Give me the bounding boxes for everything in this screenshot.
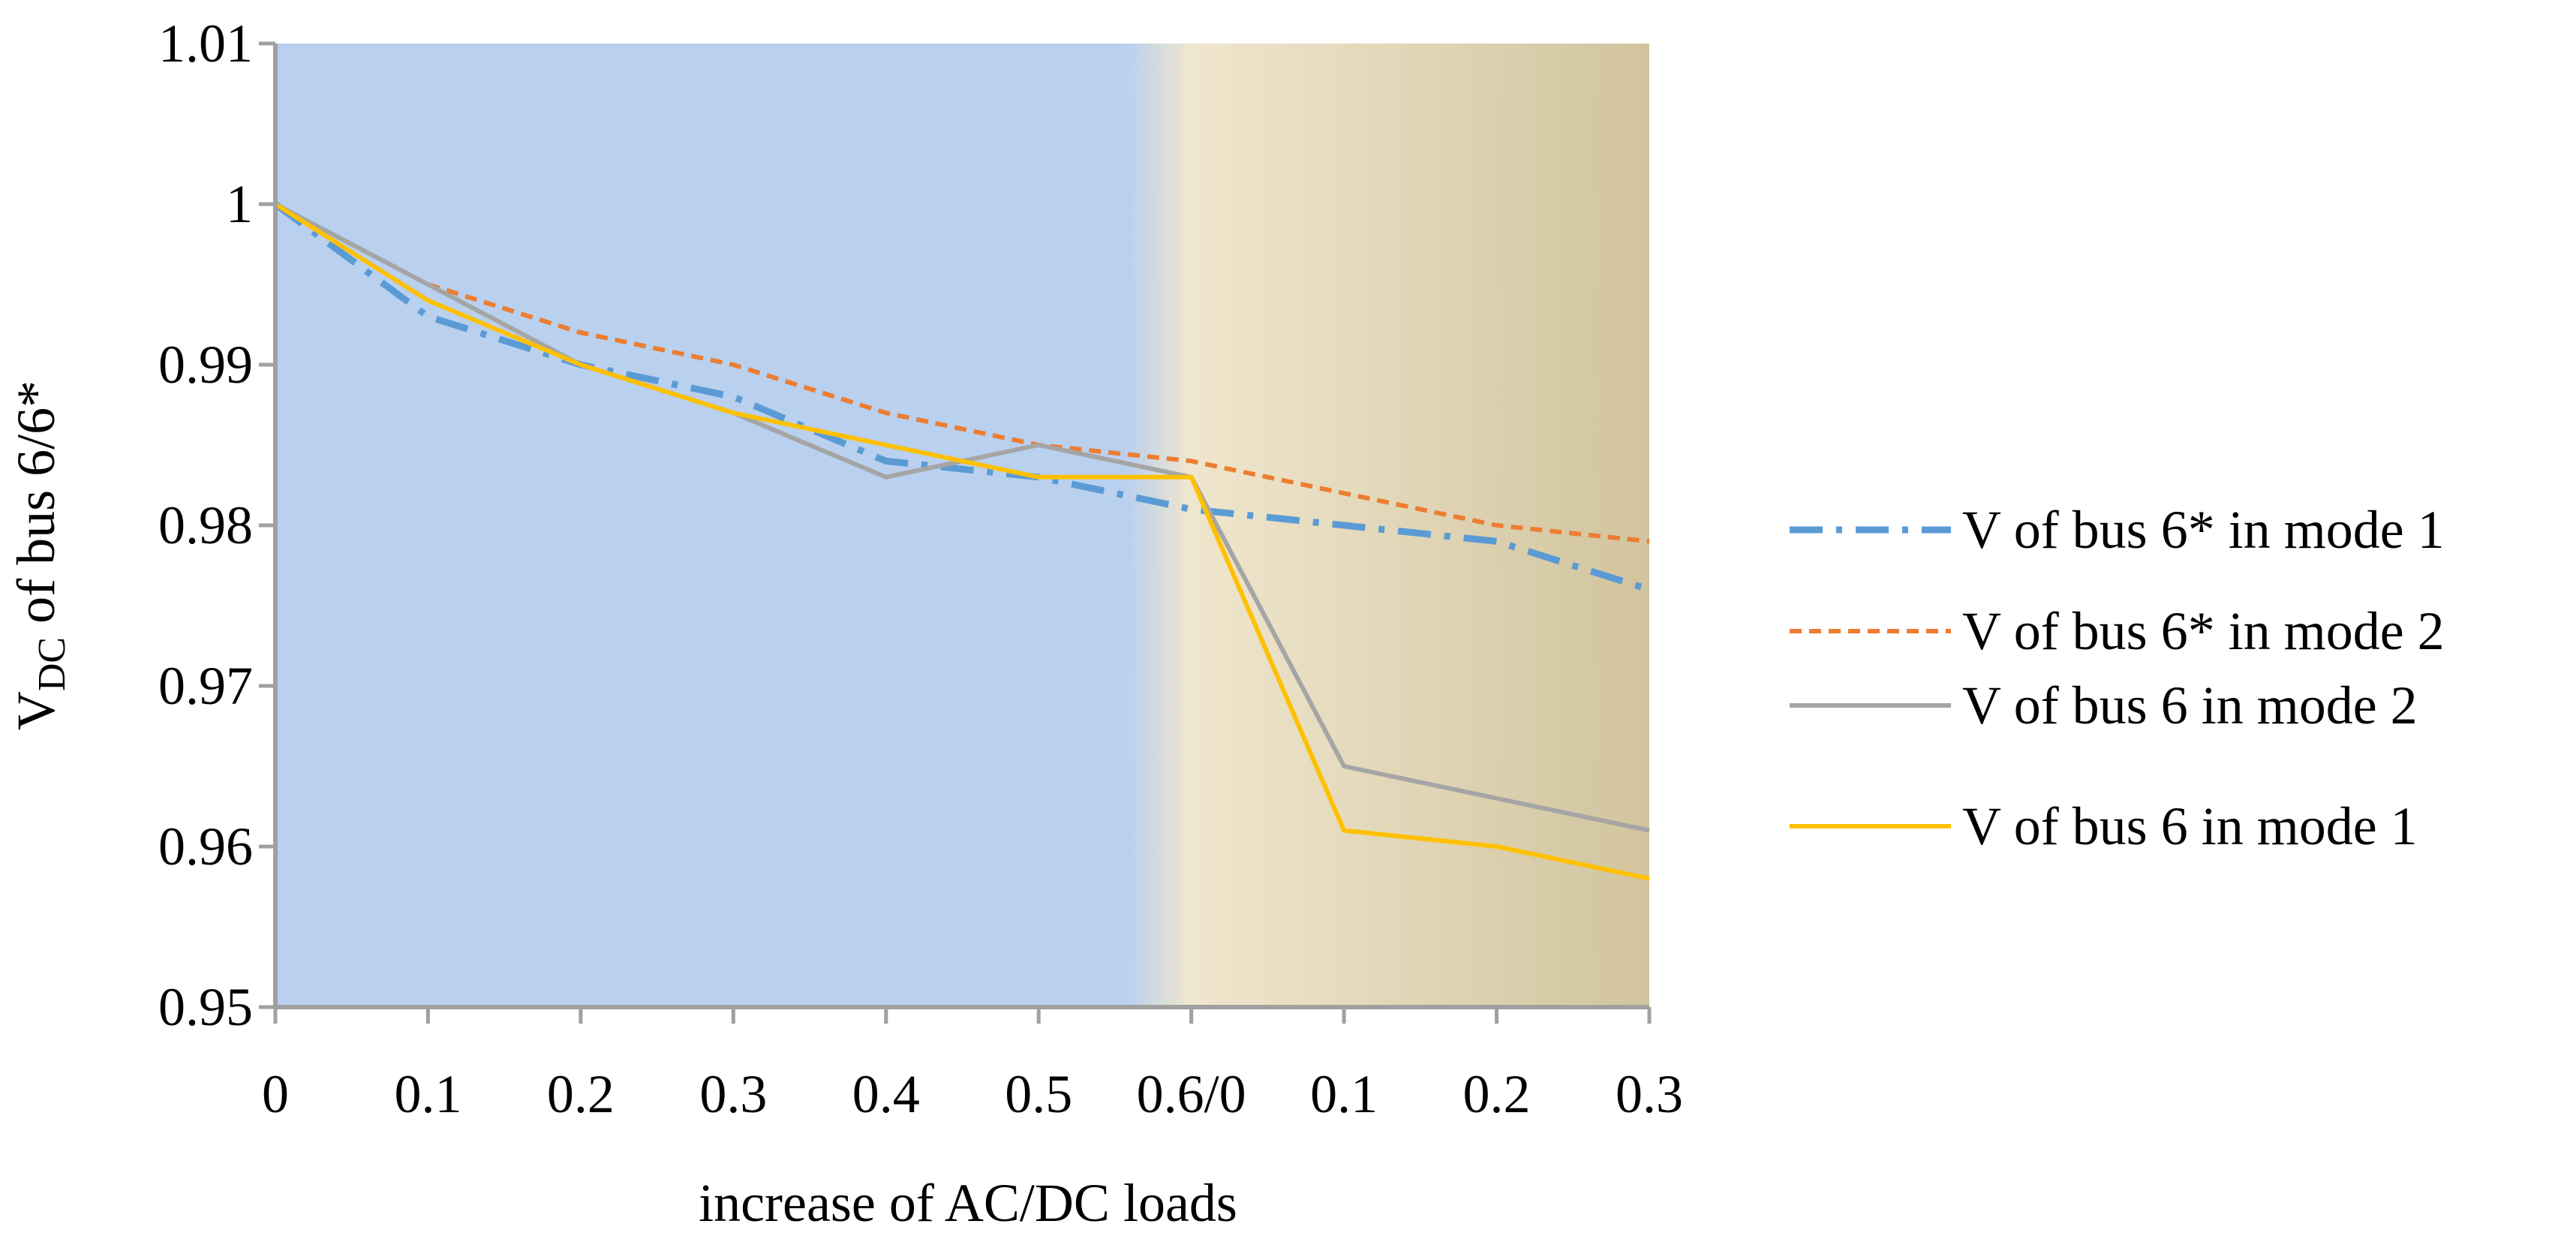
- y-tick-label: 1.01: [158, 14, 253, 74]
- x-tick-label: 0.4: [852, 1064, 920, 1124]
- y-tick-label: 0.97: [158, 656, 253, 716]
- x-tick-label: 0.3: [1616, 1064, 1683, 1124]
- x-tick-label: 0.2: [1463, 1064, 1531, 1124]
- series-line-4: [274, 202, 1650, 881]
- x-tick-label: 0.1: [394, 1064, 461, 1124]
- y-axis-title-main: V: [6, 691, 66, 730]
- x-tick-label: 0: [262, 1064, 289, 1124]
- series-line-1: [273, 201, 1651, 593]
- x-tick-label: 0.6/0: [1137, 1064, 1246, 1124]
- legend-label: V of bus 6* in mode 1: [1962, 500, 2445, 560]
- y-tick-label: 0.95: [158, 977, 253, 1037]
- x-tick-label: 0.5: [1005, 1064, 1072, 1124]
- region-ac-load: [275, 44, 1127, 1007]
- y-axis-title: VDC of bus 6/6*: [6, 380, 74, 730]
- y-tick-label: 0.96: [158, 816, 253, 877]
- x-tick-label: 0.3: [699, 1064, 767, 1124]
- legend-label: V of bus 6 in mode 2: [1962, 675, 2418, 735]
- legend-label: V of bus 6 in mode 1: [1962, 796, 2418, 856]
- y-tick-label: 0.99: [158, 335, 253, 395]
- y-tick-label: 1: [226, 174, 253, 234]
- x-tick-label: 0.2: [547, 1064, 615, 1124]
- x-tick-label: 0.1: [1310, 1064, 1378, 1124]
- legend-label: V of bus 6* in mode 2: [1962, 601, 2445, 661]
- y-axis-title-rest: of bus 6/6*: [6, 380, 66, 637]
- x-axis-title: increase of AC/DC loads: [699, 1173, 1237, 1233]
- y-tick-label: 0.98: [158, 495, 253, 555]
- y-axis-title-subscript: DC: [31, 637, 74, 691]
- legend: V of bus 6* in mode 1 V of bus 6* in mode…: [1790, 500, 2445, 856]
